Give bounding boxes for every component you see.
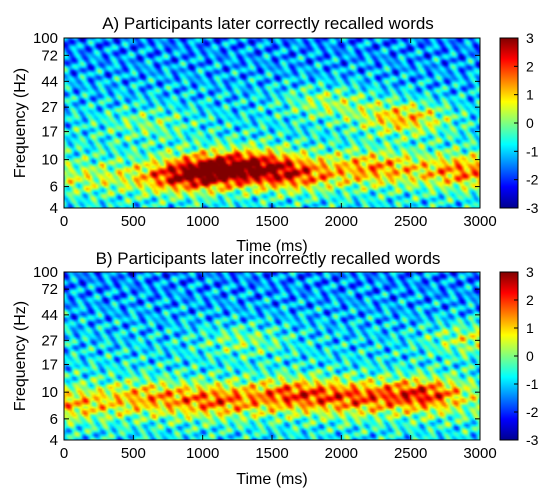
colorbar-tick-label: 3 bbox=[526, 264, 534, 280]
y-tick-label: 44 bbox=[41, 307, 58, 324]
panel-b: B) Participants later incorrectly recall… bbox=[12, 249, 539, 488]
x-tick-label: 3000 bbox=[463, 445, 496, 462]
y-tick-label: 100 bbox=[33, 30, 58, 47]
y-tick-label: 72 bbox=[41, 281, 58, 298]
colorbar-tick-label: 1 bbox=[526, 320, 534, 336]
panel-a-heatmap bbox=[64, 38, 480, 208]
colorbar-tick-label: -2 bbox=[526, 404, 539, 420]
y-tick-label: 44 bbox=[41, 73, 58, 90]
x-tick-label: 2000 bbox=[325, 213, 358, 230]
y-tick-label: 4 bbox=[50, 200, 58, 217]
y-tick-label: 27 bbox=[41, 99, 58, 116]
x-tick-label: 0 bbox=[60, 445, 68, 462]
panel-a-title: A) Participants later correctly recalled… bbox=[102, 14, 434, 33]
x-tick-label: 1000 bbox=[186, 213, 219, 230]
x-tick-label: 3000 bbox=[463, 213, 496, 230]
panel-a-colorbar-ticks: 3 2 1 0 -1 -2 -3 bbox=[514, 30, 539, 216]
panel-b-x-label: Time (ms) bbox=[236, 471, 307, 488]
y-tick-label: 17 bbox=[41, 356, 58, 373]
x-tick-label: 500 bbox=[121, 445, 146, 462]
y-tick-label: 6 bbox=[50, 179, 58, 196]
y-tick-label: 27 bbox=[41, 332, 58, 349]
x-tick-label: 2500 bbox=[394, 445, 427, 462]
panel-a: A) Participants later correctly recalled… bbox=[12, 14, 539, 255]
panel-b-colorbar-ticks: 3 2 1 0 -1 -2 -3 bbox=[514, 264, 539, 448]
colorbar-tick-label: 2 bbox=[526, 58, 534, 74]
x-tick-label: 1500 bbox=[255, 445, 288, 462]
y-tick-label: 10 bbox=[41, 384, 58, 401]
panel-a-y-label: Frequency (Hz) bbox=[12, 68, 29, 178]
colorbar-tick-label: 1 bbox=[526, 87, 534, 103]
colorbar-tick-label: -1 bbox=[526, 143, 539, 159]
x-tick-label: 2000 bbox=[325, 445, 358, 462]
colorbar-tick-label: 2 bbox=[526, 292, 534, 308]
panel-b-title: B) Participants later incorrectly recall… bbox=[96, 249, 441, 268]
y-tick-label: 10 bbox=[41, 152, 58, 169]
colorbar-tick-label: 0 bbox=[526, 348, 534, 364]
y-tick-label: 100 bbox=[33, 264, 58, 281]
y-tick-label: 4 bbox=[50, 432, 58, 449]
panel-b-x-ticks: 0 500 1000 1500 2000 2500 3000 bbox=[60, 272, 497, 462]
colorbar-tick-label: -2 bbox=[526, 172, 539, 188]
colorbar-tick-label: -3 bbox=[526, 200, 539, 216]
x-tick-label: 1500 bbox=[255, 213, 288, 230]
x-tick-label: 500 bbox=[121, 213, 146, 230]
colorbar-tick-label: -3 bbox=[526, 432, 539, 448]
colorbar-tick-label: -1 bbox=[526, 376, 539, 392]
panel-a-x-ticks: 0 500 1000 1500 2000 2500 3000 bbox=[60, 38, 497, 230]
x-tick-label: 1000 bbox=[186, 445, 219, 462]
y-tick-label: 17 bbox=[41, 124, 58, 141]
x-tick-label: 0 bbox=[60, 213, 68, 230]
colorbar-tick-label: 3 bbox=[526, 30, 534, 46]
panel-b-y-label: Frequency (Hz) bbox=[12, 301, 29, 411]
y-tick-label: 72 bbox=[41, 47, 58, 64]
colorbar-tick-label: 0 bbox=[526, 115, 534, 131]
panel-b-heatmap bbox=[64, 272, 480, 440]
x-tick-label: 2500 bbox=[394, 213, 427, 230]
panel-a-x-label: Time (ms) bbox=[236, 238, 307, 255]
y-tick-label: 6 bbox=[50, 411, 58, 428]
